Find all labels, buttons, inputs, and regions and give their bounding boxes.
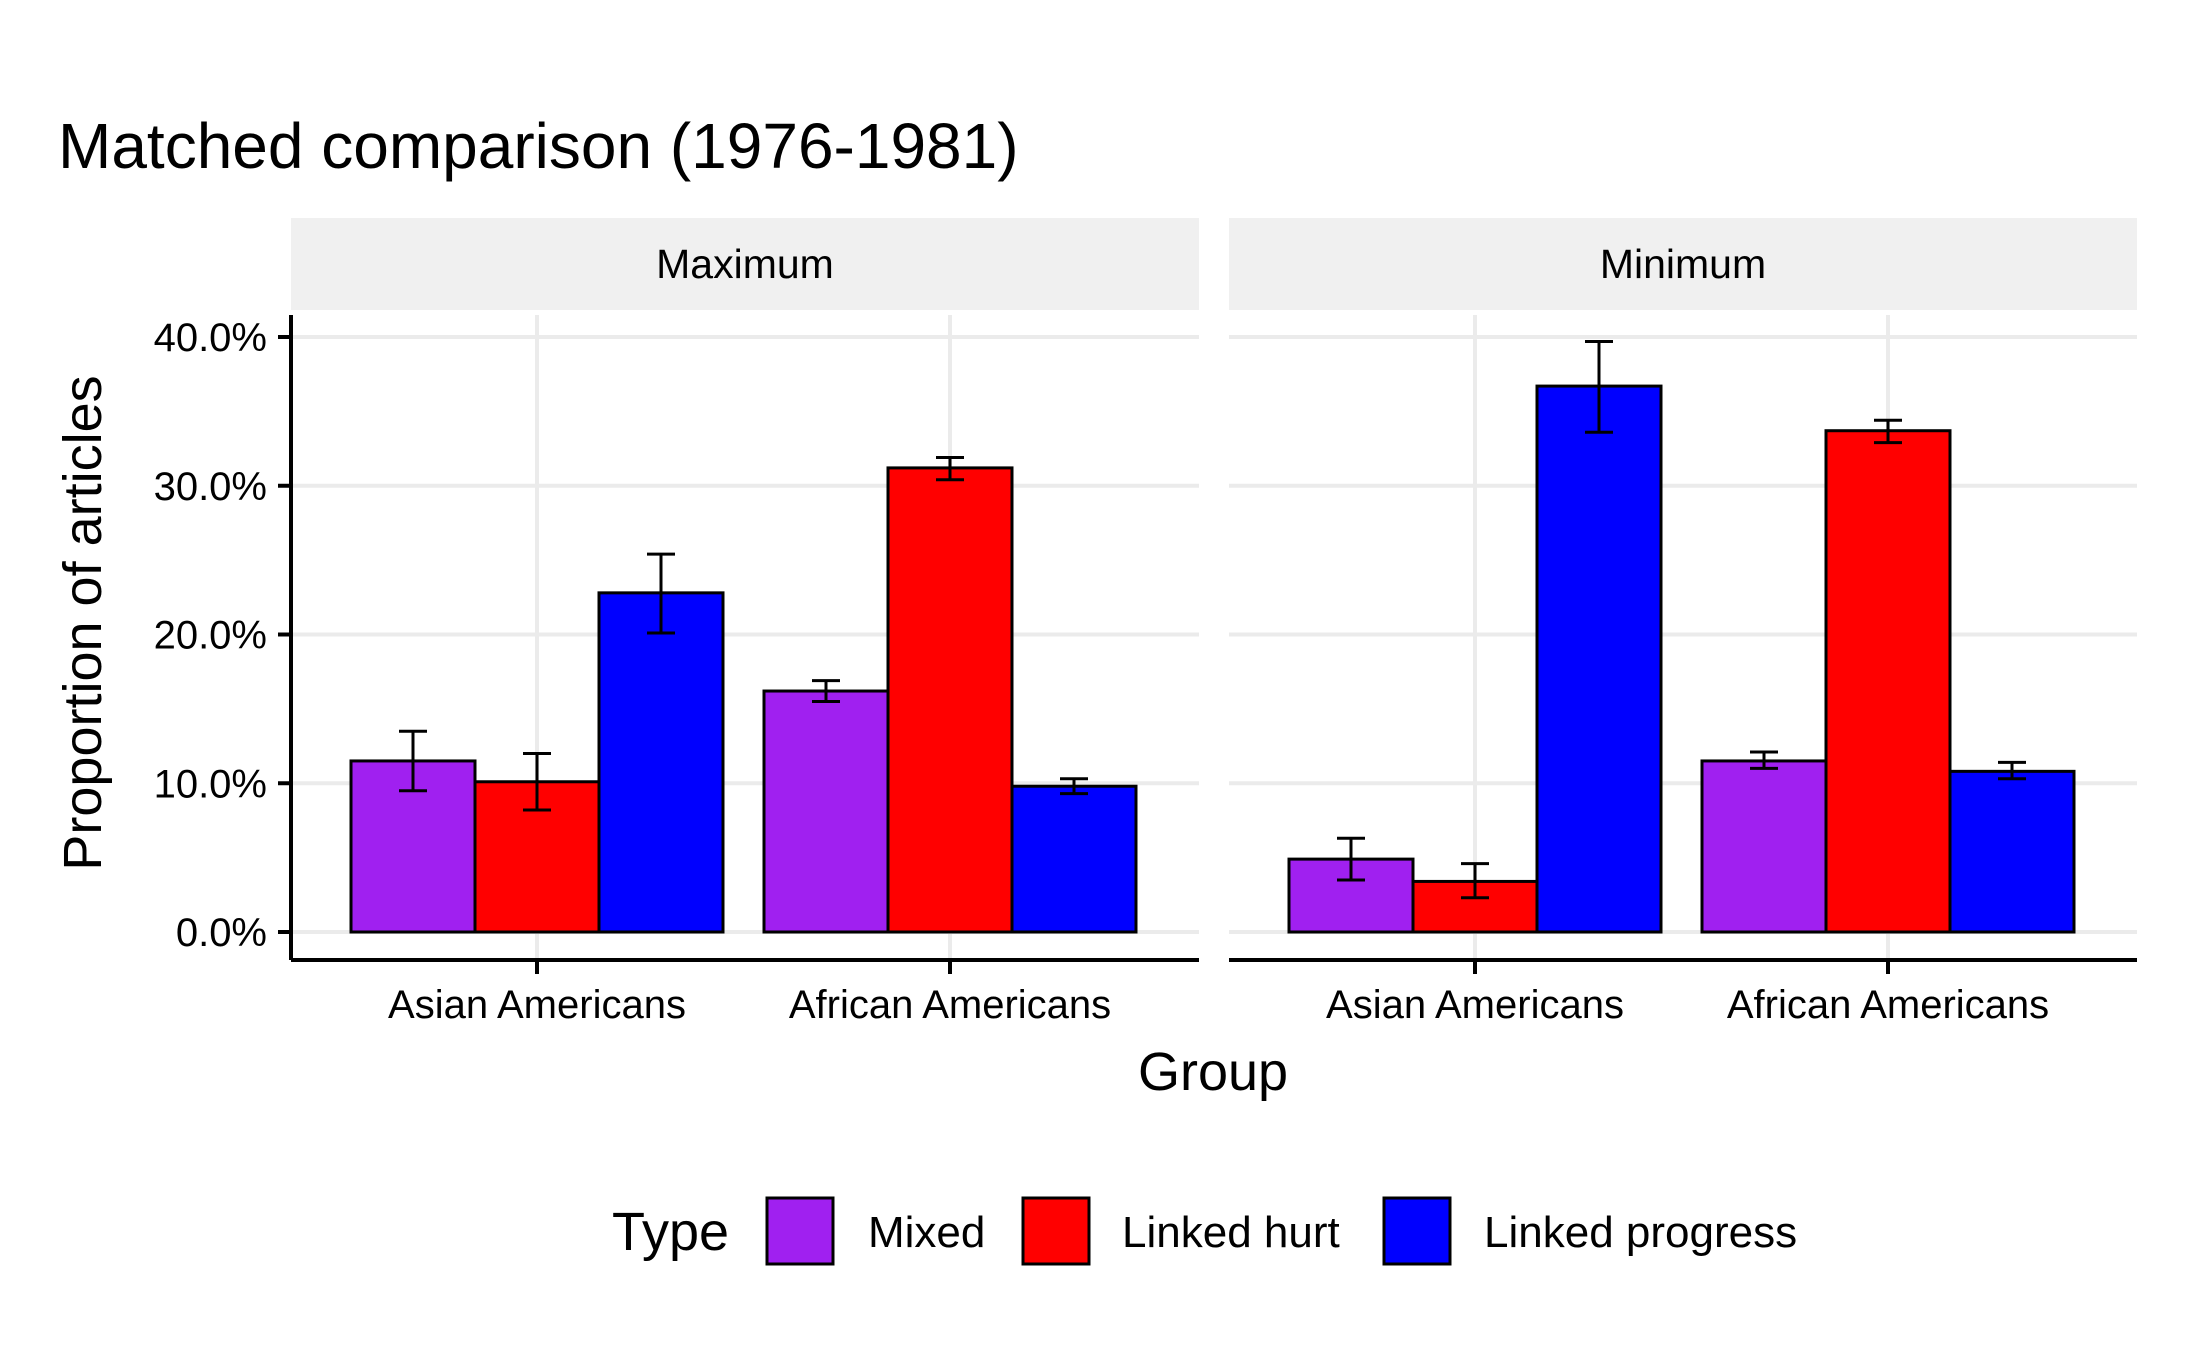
error-bar-minimum-african-americans-linked-hurt [1874,418,1902,445]
y-tick-label: 40.0% [154,316,267,360]
y-tick-label: 0.0% [176,911,267,955]
error-bar-maximum-african-americans-mixed [812,679,840,703]
bar-minimum-asian-americans-linked-progress [1535,384,1663,934]
bar-minimum-african-americans-linked-hurt [1824,429,1952,934]
panel-maximum: Maximum Asian Americans African Americans 0… [154,218,1199,1027]
legend-key-linked-hurt [1021,1196,1091,1266]
error-bar-maximum-african-americans-linked-hurt [936,455,964,482]
error-bar-minimum-african-americans-mixed [1750,750,1778,770]
y-tick-label: 30.0% [154,465,267,509]
bar-maximum-african-americans-linked-progress [1010,784,1138,934]
legend-key-mixed [765,1196,835,1266]
legend-label-linked-hurt: Linked hurt [1122,1208,1340,1257]
x-axis-title: Group [1138,1042,1288,1102]
x-tick-label: African Americans [1727,983,2049,1027]
legend-label-linked-progress: Linked progress [1484,1208,1797,1257]
error-bar-minimum-asian-americans-linked-progress [1585,339,1613,434]
error-bar-maximum-african-americans-linked-progress [1060,777,1088,796]
legend-key-linked-progress [1382,1196,1452,1266]
legend-label-mixed: Mixed [868,1208,985,1257]
bar-maximum-african-americans-linked-hurt [886,466,1014,934]
bar-minimum-african-americans-linked-progress [1948,769,2076,934]
y-axis-title: Proportion of articles [53,375,113,870]
strip-label-maximum: Maximum [656,241,834,287]
error-bar-maximum-asian-americans-mixed [399,729,427,793]
strip-minimum [1229,218,2137,310]
legend: Type Mixed Linked hurt Linked progress [612,1196,1797,1266]
error-bar-maximum-asian-americans-linked-hurt [523,752,551,812]
error-bar-minimum-asian-americans-mixed [1337,836,1365,882]
x-tick-label: Asian Americans [388,983,686,1027]
error-bar-maximum-asian-americans-linked-progress [647,552,675,635]
legend-title: Type [612,1202,729,1262]
x-tick-label: African Americans [789,983,1111,1027]
bar-maximum-asian-americans-mixed [349,759,477,934]
facet-panels: Maximum Asian Americans African Americans 0… [154,218,2137,1027]
bar-minimum-african-americans-mixed [1700,759,1828,934]
y-tick-label: 20.0% [154,614,267,658]
strip-label-minimum: Minimum [1600,241,1766,287]
bar-maximum-asian-americans-linked-progress [597,591,725,934]
error-bar-minimum-asian-americans-linked-hurt [1461,862,1489,900]
panel-minimum: Minimum Asian Americans African Americans [1229,218,2137,1027]
error-bar-minimum-african-americans-linked-progress [1998,760,2026,781]
y-tick-label: 10.0% [154,762,267,806]
strip-maximum [291,218,1199,310]
chart-title: Matched comparison (1976-1981) [58,110,1019,182]
x-tick-label: Asian Americans [1326,983,1624,1027]
bar-maximum-african-americans-mixed [762,689,890,934]
